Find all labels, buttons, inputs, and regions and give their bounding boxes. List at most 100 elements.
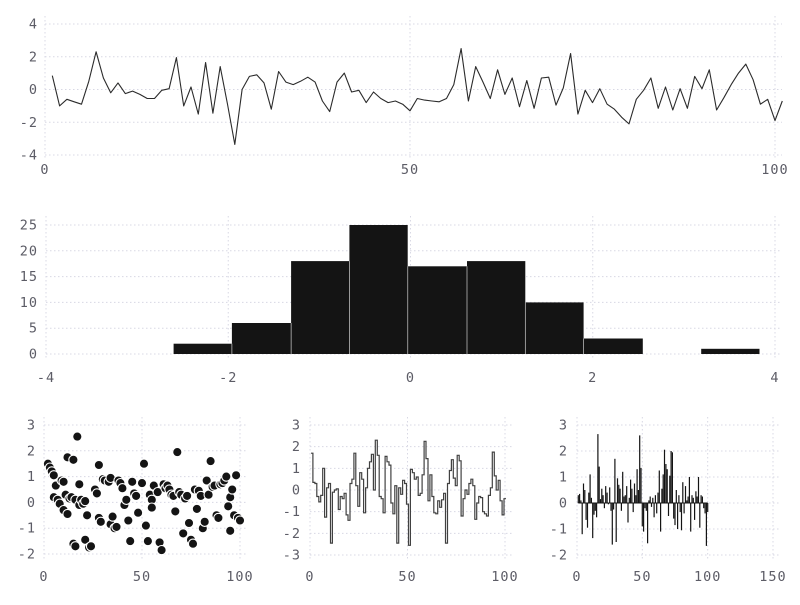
stem-bar: [667, 503, 670, 516]
stem-bar: [670, 451, 672, 503]
histogram-bin: [583, 338, 643, 354]
histogram-bin: [231, 323, 292, 354]
stem-bar: [656, 503, 658, 514]
stem-bar: [609, 487, 611, 503]
histogram-chart: -4 -2 0 2 4 0 5 10 15 20 25: [20, 216, 782, 386]
stem-bar: [639, 435, 641, 503]
stem-bar: [635, 495, 637, 503]
grid: [43, 417, 248, 561]
stem-bar: [584, 490, 586, 503]
data-point: [130, 490, 142, 502]
x-tick-labels: 0 50 100: [40, 162, 787, 178]
data-point: [187, 538, 199, 549]
stem-bar: [641, 503, 643, 527]
stem-bar: [636, 469, 638, 503]
data-point: [70, 541, 81, 552]
scatter-points: [42, 431, 246, 556]
stem-bar: [605, 486, 607, 503]
data-point: [58, 476, 69, 487]
y-tick-label: 20: [20, 243, 38, 259]
stem-bar: [648, 500, 650, 503]
stem-bar: [645, 503, 647, 511]
data-point: [205, 455, 216, 467]
y-tick-label: 0: [292, 483, 301, 499]
stem-bar: [675, 490, 677, 503]
stem-bar: [598, 466, 600, 503]
data-point: [123, 515, 134, 526]
stem-bar: [650, 503, 653, 507]
data-point: [125, 535, 136, 547]
y-tick-label: 2: [292, 439, 301, 455]
data-point: [107, 511, 118, 522]
stem-bar: [611, 503, 613, 545]
stem-bar: [607, 503, 609, 505]
y-tick-label: -4: [20, 148, 38, 164]
histogram-bin: [701, 348, 760, 354]
stem-bar: [673, 503, 675, 519]
data-point: [81, 510, 93, 521]
x-tick-label: 100: [694, 569, 721, 585]
x-tick-label: 50: [398, 569, 416, 585]
stem-bar: [596, 503, 598, 518]
stem-bar: [620, 503, 622, 511]
stem-bars: [577, 434, 709, 546]
stem-bar: [704, 503, 706, 514]
stem-bar: [692, 497, 694, 503]
y-tick-label: 3: [292, 418, 301, 434]
y-tick-label: -3: [283, 548, 301, 564]
data-point: [227, 484, 238, 495]
stem-bar: [628, 497, 630, 503]
data-point: [156, 544, 167, 556]
stem-bar: [601, 488, 603, 503]
x-tick-label: -4: [37, 370, 55, 386]
y-tick-label: 2: [29, 49, 38, 65]
data-point: [85, 541, 97, 552]
data-point: [234, 515, 246, 526]
stem-bar: [588, 492, 590, 503]
stem-bar: [652, 497, 654, 503]
x-tick-label: 0: [39, 569, 48, 585]
data-point: [170, 506, 181, 517]
y-tick-labels: -3 -2 -1 0 1 2 3: [283, 418, 301, 564]
stem-bar: [580, 500, 582, 503]
y-tick-label: 0: [559, 496, 568, 512]
stem-bar: [577, 495, 579, 503]
data-point: [181, 490, 193, 502]
histogram-bin: [525, 302, 584, 354]
stem-bar: [624, 495, 626, 503]
data-point: [183, 517, 195, 529]
data-point: [48, 470, 59, 481]
stem-bar: [619, 488, 621, 503]
data-point: [225, 525, 236, 536]
stem-bar: [678, 495, 680, 503]
stem-bar: [666, 469, 668, 503]
data-point: [62, 508, 73, 520]
scatter-chart: 0 50 100 -2 -1 0 1 2 3: [18, 417, 253, 585]
stem-bar: [602, 495, 604, 503]
stem-bar: [589, 474, 591, 503]
stem-bar: [690, 503, 692, 532]
x-tick-label: 0: [406, 370, 415, 386]
data-point: [223, 501, 234, 512]
stem-bar: [643, 503, 645, 532]
stem-bar: [632, 503, 634, 513]
y-tick-label: 0: [29, 82, 38, 98]
x-tick-label: 150: [759, 569, 786, 585]
stem-bar: [585, 503, 587, 520]
stem-bar: [615, 503, 617, 542]
stem-bar: [626, 486, 628, 503]
y-tick-label: 1: [292, 461, 301, 477]
stem-bar: [680, 503, 683, 531]
x-tick-label: 50: [133, 569, 151, 585]
y-tick-label: 5: [29, 321, 38, 337]
stem-bar: [586, 503, 589, 528]
stem-bar: [599, 499, 602, 503]
stem-bar: [669, 475, 671, 503]
data-point: [172, 446, 183, 458]
data-point: [199, 516, 210, 527]
grid: [309, 417, 513, 561]
stem-bar: [579, 493, 581, 503]
y-tick-label: 15: [20, 269, 38, 285]
x-tick-labels: 0 50 100: [305, 569, 517, 585]
